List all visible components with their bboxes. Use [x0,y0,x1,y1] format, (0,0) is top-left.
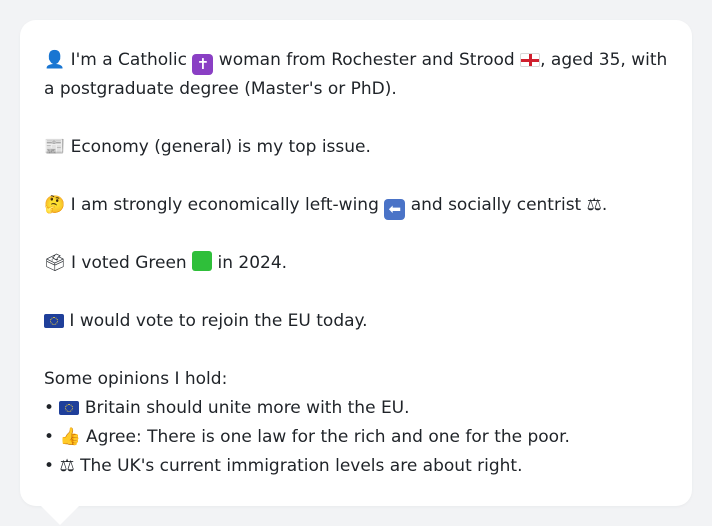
bullet: • [44,456,55,476]
eu-text: I would vote to rejoin the EU today. [69,311,368,331]
intro-text-part2: woman from Rochester and Strood [218,50,515,70]
ideology-text-part1: I am strongly economically left-wing [70,195,379,215]
persona-message-bubble: 👤 I'm a Catholic ✝ woman from Rochester … [20,20,692,506]
person-silhouette-icon: 👤 [44,50,66,70]
eu-flag-icon [59,401,80,415]
top-issue-text: Economy (general) is my top issue. [70,137,371,157]
list-item: • Britain should unite more with the EU. [44,394,668,423]
opinions-list: • Britain should unite more with the EU.… [44,394,668,481]
england-flag-icon [520,53,541,67]
intro-paragraph: 👤 I'm a Catholic ✝ woman from Rochester … [44,46,668,104]
bullet: • [44,427,55,447]
balance-scale-icon: ⚖ [586,195,602,215]
eu-paragraph: I would vote to rejoin the EU today. [44,307,668,336]
opinion-text: Britain should unite more with the EU. [84,398,410,418]
latin-cross-icon: ✝ [192,54,214,75]
ideology-text-part2: and socially centrist [410,195,582,215]
balance-scale-icon: ⚖ [59,456,75,476]
eu-flag-icon [44,314,64,328]
opinions-heading: Some opinions I hold: [44,369,228,389]
left-arrow-icon: ⬅ [384,199,406,220]
opinion-text: Agree: There is one law for the rich and… [86,427,570,447]
ballot-box-icon: 🗳 [44,253,66,273]
intro-text-part1: I'm a Catholic [70,50,187,70]
list-item: • ⚖ The UK's current immigration levels … [44,452,668,481]
ideology-paragraph: 🤔 I am strongly economically left-wing ⬅… [44,191,668,220]
top-issue-paragraph: 📰 Economy (general) is my top issue. [44,133,668,162]
vote-text-part2: in 2024. [217,253,288,273]
ideology-text-part3: . [601,195,608,215]
thinking-face-icon: 🤔 [44,195,66,215]
thumbs-up-icon: 👍 [59,427,81,447]
intro-text-part3: , aged 35, with a postgraduate degree (M… [44,50,668,99]
vote-paragraph: 🗳 I voted Green in 2024. [44,249,668,278]
list-item: • 👍 Agree: There is one law for the rich… [44,423,668,452]
newspaper-icon: 📰 [44,137,66,157]
opinion-text: The UK's current immigration levels are … [80,456,523,476]
green-square-icon [192,251,213,271]
vote-text-part1: I voted Green [71,253,187,273]
bubble-tail [40,505,80,525]
bullet: • [44,398,55,418]
